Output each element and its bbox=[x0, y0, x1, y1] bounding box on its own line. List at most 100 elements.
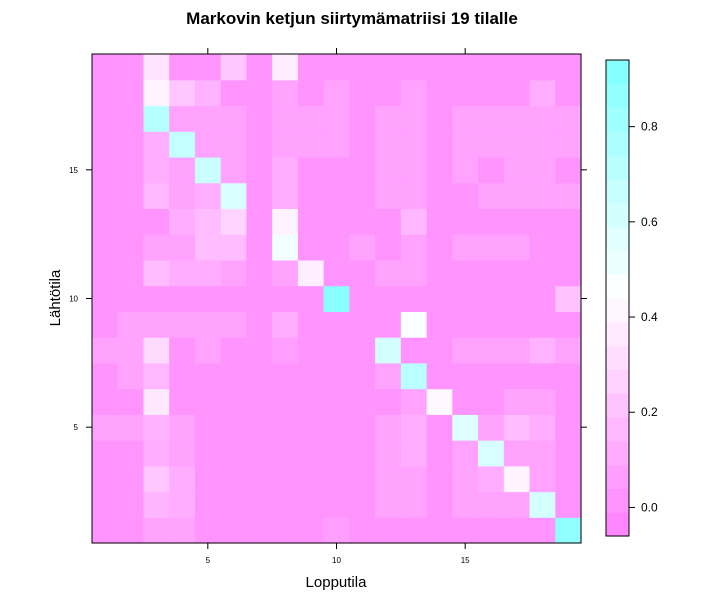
heatmap-cell-12-13 bbox=[400, 234, 428, 261]
heatmap-cell-10-13 bbox=[400, 285, 428, 312]
colorbar-segment bbox=[606, 369, 629, 394]
heatmap-cell-8-6 bbox=[220, 337, 248, 364]
heatmap-cell-11-12 bbox=[375, 259, 402, 287]
heatmap-cell-14-1 bbox=[92, 182, 119, 210]
heatmap-cell-19-18 bbox=[529, 54, 556, 81]
colorbar-segment bbox=[606, 488, 629, 513]
heatmap-cell-6-19 bbox=[555, 388, 582, 415]
colorbar-tick-label: 0.2 bbox=[641, 405, 658, 419]
heatmap-cell-19-8 bbox=[272, 54, 299, 81]
heatmap-cell-4-8 bbox=[272, 440, 299, 467]
heatmap-cell-11-18 bbox=[529, 259, 556, 287]
heatmap-cell-16-1 bbox=[92, 131, 119, 158]
heatmap-cell-11-3 bbox=[143, 259, 170, 287]
heatmap-cell-14-12 bbox=[375, 182, 402, 210]
heatmap-cell-6-3 bbox=[143, 388, 170, 415]
x-tick-label: 5 bbox=[206, 556, 211, 565]
heatmap-cell-5-19 bbox=[555, 414, 582, 441]
colorbar-segment bbox=[606, 512, 629, 537]
heatmap-cell-15-7 bbox=[246, 156, 273, 184]
heatmap-cell-10-15 bbox=[452, 285, 479, 312]
heatmap-cell-12-4 bbox=[169, 234, 196, 261]
heatmap-cell-13-8 bbox=[272, 208, 299, 235]
heatmap-cell-19-5 bbox=[194, 54, 222, 81]
heatmap-cell-6-8 bbox=[272, 388, 299, 415]
heatmap-cell-18-18 bbox=[529, 79, 556, 107]
y-tick-label: 5 bbox=[74, 423, 79, 432]
heatmap-cell-7-3 bbox=[143, 362, 170, 390]
heatmap-cell-18-19 bbox=[555, 79, 582, 107]
heatmap-cell-17-6 bbox=[220, 105, 248, 132]
heatmap-cell-14-17 bbox=[503, 182, 531, 210]
heatmap-cell-7-4 bbox=[169, 362, 196, 390]
heatmap-cell-16-5 bbox=[194, 131, 222, 158]
heatmap-cell-15-14 bbox=[426, 156, 453, 184]
x-tick-label: 15 bbox=[461, 556, 470, 565]
heatmap-cell-6-12 bbox=[375, 388, 402, 415]
colorbar-tick-label: 0.8 bbox=[641, 120, 658, 134]
heatmap-cell-4-12 bbox=[375, 440, 402, 467]
heatmap-cell-10-8 bbox=[272, 285, 299, 312]
heatmap-cell-3-11 bbox=[349, 465, 376, 493]
heatmap-cell-8-9 bbox=[297, 337, 325, 364]
heatmap-cell-13-3 bbox=[143, 208, 170, 235]
heatmap-cell-6-15 bbox=[452, 388, 479, 415]
heatmap-cell-15-19 bbox=[555, 156, 582, 184]
heatmap-cell-2-3 bbox=[143, 491, 170, 518]
heatmap-cell-9-14 bbox=[426, 311, 453, 338]
heatmap-cell-15-4 bbox=[169, 156, 196, 184]
heatmap-cell-16-8 bbox=[272, 131, 299, 158]
heatmap-cell-14-6 bbox=[220, 182, 248, 210]
heatmap-cell-8-13 bbox=[400, 337, 428, 364]
colorbar-segment bbox=[606, 393, 629, 418]
heatmap-cell-13-9 bbox=[297, 208, 325, 235]
heatmap-cell-19-13 bbox=[400, 54, 428, 81]
heatmap-cell-19-16 bbox=[478, 54, 505, 81]
heatmap-cell-13-19 bbox=[555, 208, 582, 235]
heatmap-cell-14-8 bbox=[272, 182, 299, 210]
heatmap-cell-12-5 bbox=[194, 234, 222, 261]
heatmap-cell-10-4 bbox=[169, 285, 196, 312]
heatmap-cell-11-5 bbox=[194, 259, 222, 287]
heatmap-cell-17-5 bbox=[194, 105, 222, 132]
colorbar-segment bbox=[606, 131, 629, 156]
heatmap-cell-3-8 bbox=[272, 465, 299, 493]
heatmap-cell-12-1 bbox=[92, 234, 119, 261]
heatmap-cell-4-17 bbox=[503, 440, 531, 467]
heatmap-cell-16-9 bbox=[297, 131, 325, 158]
heatmap-cell-6-10 bbox=[323, 388, 350, 415]
heatmap-cell-1-16 bbox=[478, 517, 505, 544]
heatmap-cell-1-9 bbox=[297, 517, 325, 544]
axis-ticks: 5 10 15 5 10 15 bbox=[69, 48, 587, 565]
heatmap-cell-15-2 bbox=[117, 156, 145, 184]
heatmap-cell-4-2 bbox=[117, 440, 145, 467]
heatmap-cell-19-19 bbox=[555, 54, 582, 81]
heatmap-cell-8-3 bbox=[143, 337, 170, 364]
heatmap-cell-12-6 bbox=[220, 234, 248, 261]
heatmap-cell-12-15 bbox=[452, 234, 479, 261]
heatmap-cell-2-11 bbox=[349, 491, 376, 518]
heatmap-cell-5-17 bbox=[503, 414, 531, 441]
heatmap-cell-4-7 bbox=[246, 440, 273, 467]
heatmap-cell-11-17 bbox=[503, 259, 531, 287]
heatmap-cell-14-13 bbox=[400, 182, 428, 210]
heatmap-cell-3-15 bbox=[452, 465, 479, 493]
heatmap-cell-16-7 bbox=[246, 131, 273, 158]
heatmap-cell-18-4 bbox=[169, 79, 196, 107]
heatmap-cell-8-14 bbox=[426, 337, 453, 364]
heatmap-cell-8-10 bbox=[323, 337, 350, 364]
heatmap-cell-5-16 bbox=[478, 414, 505, 441]
heatmap-cell-13-2 bbox=[117, 208, 145, 235]
heatmap-cell-7-15 bbox=[452, 362, 479, 390]
heatmap-cell-1-11 bbox=[349, 517, 376, 544]
heatmap-cell-5-8 bbox=[272, 414, 299, 441]
heatmap-cell-18-12 bbox=[375, 79, 402, 107]
heatmap-cell-11-8 bbox=[272, 259, 299, 287]
heatmap-cell-16-19 bbox=[555, 131, 582, 158]
y-tick-label: 15 bbox=[69, 166, 78, 175]
heatmap-cell-17-14 bbox=[426, 105, 453, 132]
heatmap-cell-4-10 bbox=[323, 440, 350, 467]
heatmap-cell-3-19 bbox=[555, 465, 582, 493]
